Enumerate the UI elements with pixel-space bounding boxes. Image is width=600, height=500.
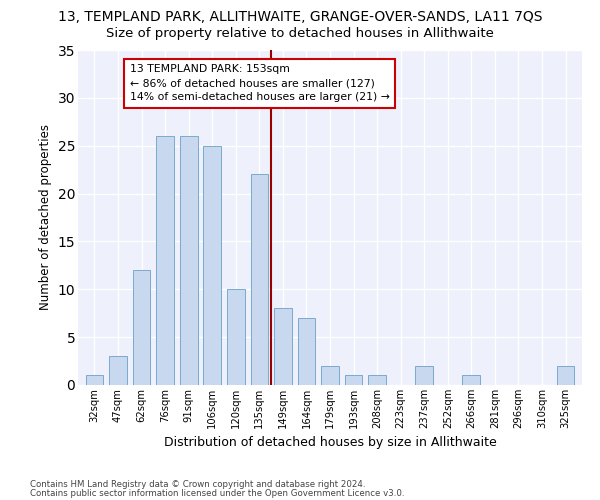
Bar <box>274 308 292 385</box>
X-axis label: Distribution of detached houses by size in Allithwaite: Distribution of detached houses by size … <box>164 436 496 450</box>
Bar <box>368 376 386 385</box>
Bar <box>133 270 151 385</box>
Bar <box>203 146 221 385</box>
Bar <box>86 376 103 385</box>
Text: Contains HM Land Registry data © Crown copyright and database right 2024.: Contains HM Land Registry data © Crown c… <box>30 480 365 489</box>
Y-axis label: Number of detached properties: Number of detached properties <box>39 124 52 310</box>
Text: 13, TEMPLAND PARK, ALLITHWAITE, GRANGE-OVER-SANDS, LA11 7QS: 13, TEMPLAND PARK, ALLITHWAITE, GRANGE-O… <box>58 10 542 24</box>
Bar <box>557 366 574 385</box>
Bar <box>345 376 362 385</box>
Bar <box>321 366 339 385</box>
Bar <box>157 136 174 385</box>
Bar <box>415 366 433 385</box>
Bar <box>298 318 315 385</box>
Bar <box>180 136 197 385</box>
Bar <box>109 356 127 385</box>
Bar <box>463 376 480 385</box>
Bar <box>251 174 268 385</box>
Bar <box>227 290 245 385</box>
Text: 13 TEMPLAND PARK: 153sqm
← 86% of detached houses are smaller (127)
14% of semi-: 13 TEMPLAND PARK: 153sqm ← 86% of detach… <box>130 64 389 102</box>
Text: Contains public sector information licensed under the Open Government Licence v3: Contains public sector information licen… <box>30 489 404 498</box>
Text: Size of property relative to detached houses in Allithwaite: Size of property relative to detached ho… <box>106 28 494 40</box>
